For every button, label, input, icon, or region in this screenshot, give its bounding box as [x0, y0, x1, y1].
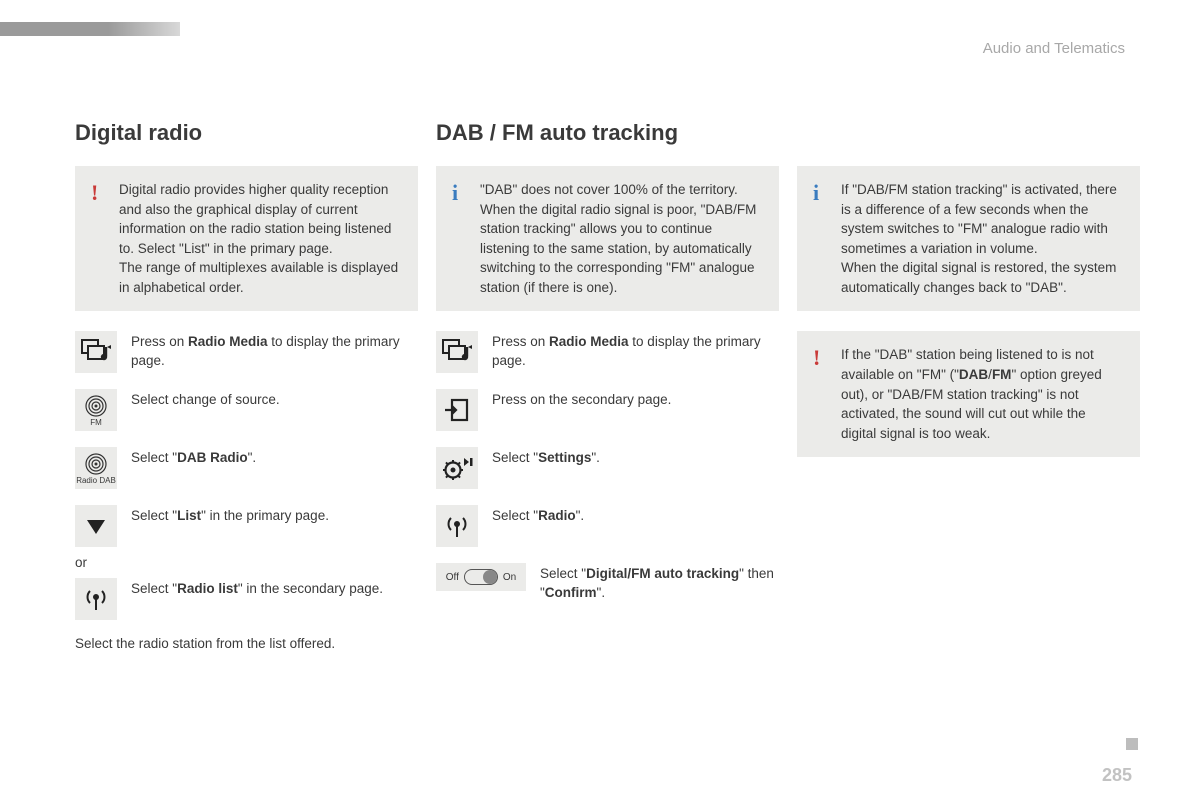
warning-text: Digital radio provides higher quality re… [119, 182, 398, 295]
step-text: Select "Radio". [492, 505, 779, 526]
page-content: Digital radio ! Digital radio provides h… [75, 120, 1140, 651]
step-radio-media: Press on Radio Media to display the prim… [75, 331, 418, 373]
step-text: Select "Digital/FM auto tracking" then "… [540, 563, 779, 603]
step-change-source: FM Select change of source. [75, 389, 418, 431]
antenna-icon [436, 505, 478, 547]
step-dab-radio: Radio DAB Select "DAB Radio". [75, 447, 418, 489]
secondary-page-icon [436, 389, 478, 431]
antenna-icon [75, 578, 117, 620]
column-digital-radio: Digital radio ! Digital radio provides h… [75, 120, 418, 651]
step-text: Select "List" in the primary page. [131, 505, 418, 526]
section-title: Audio and Telematics [983, 40, 1125, 57]
exclamation-icon: ! [91, 177, 98, 209]
step-radio-media-2: Press on Radio Media to display the prim… [436, 331, 779, 373]
heading-dab-fm: DAB / FM auto tracking [436, 120, 779, 146]
info-icon: i [452, 177, 458, 209]
step-text: Press on Radio Media to display the prim… [492, 331, 779, 371]
header-bar [0, 22, 180, 36]
toggle-icon: Off On [436, 563, 526, 591]
radio-media-icon [436, 331, 478, 373]
info-text: If "DAB/FM station tracking" is activate… [841, 182, 1117, 295]
warning-text: If the "DAB" station being listened to i… [841, 347, 1102, 440]
column-notes: . i If "DAB/FM station tracking" is acti… [797, 120, 1140, 651]
step-toggle-tracking: Off On Select "Digital/FM auto tracking"… [436, 563, 779, 603]
footer-instruction: Select the radio station from the list o… [75, 636, 418, 651]
settings-icon [436, 447, 478, 489]
warning-box-digital-radio: ! Digital radio provides higher quality … [75, 166, 418, 311]
exclamation-icon: ! [813, 342, 820, 374]
step-secondary-page: Press on the secondary page. [436, 389, 779, 431]
step-text: Select "Settings". [492, 447, 779, 468]
step-radio-list: Select "Radio list" in the secondary pag… [75, 578, 418, 620]
info-text: "DAB" does not cover 100% of the territo… [480, 182, 756, 295]
or-label: or [75, 555, 418, 570]
triangle-down-icon [75, 505, 117, 547]
radio-media-icon [75, 331, 117, 373]
step-radio: Select "Radio". [436, 505, 779, 547]
page-number: 285 [1102, 765, 1132, 786]
step-select-list: Select "List" in the primary page. [75, 505, 418, 547]
info-box-switching-delay: i If "DAB/FM station tracking" is activa… [797, 166, 1140, 311]
info-box-dab-coverage: i "DAB" does not cover 100% of the terri… [436, 166, 779, 311]
heading-digital-radio: Digital radio [75, 120, 418, 146]
warning-box-signal-weak: ! If the "DAB" station being listened to… [797, 331, 1140, 457]
step-settings: Select "Settings". [436, 447, 779, 489]
fm-source-icon: FM [75, 389, 117, 431]
step-text: Select change of source. [131, 389, 418, 410]
step-text: Select "Radio list" in the secondary pag… [131, 578, 418, 599]
dab-source-icon: Radio DAB [75, 447, 117, 489]
info-icon: i [813, 177, 819, 209]
step-text: Press on the secondary page. [492, 389, 779, 410]
corner-marker [1126, 738, 1138, 750]
step-text: Press on Radio Media to display the prim… [131, 331, 418, 371]
step-text: Select "DAB Radio". [131, 447, 418, 468]
column-dab-fm-tracking: DAB / FM auto tracking i "DAB" does not … [436, 120, 779, 651]
